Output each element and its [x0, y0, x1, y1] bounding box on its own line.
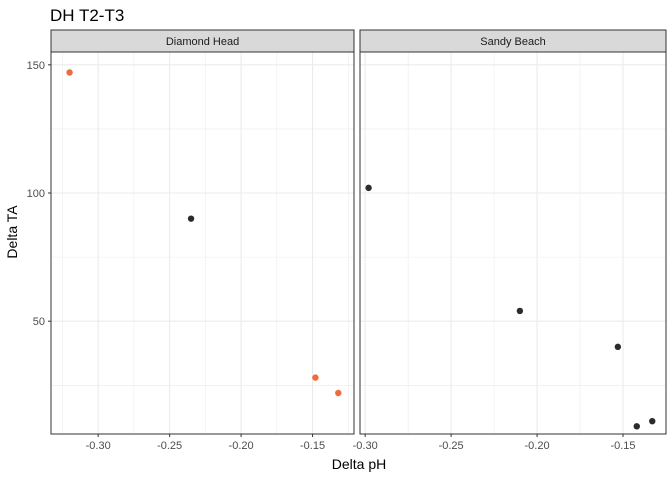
- facet-panel: Sandy Beach -0.30 -0.25 -0.20 -0.15: [353, 29, 667, 452]
- x-tick-label: -0.20: [229, 440, 254, 452]
- chart-title: DH T2-T3: [50, 6, 124, 25]
- x-tick-label: -0.30: [353, 440, 378, 452]
- data-point: [66, 69, 73, 76]
- panel-border: [50, 51, 355, 435]
- facet-strip-label: Sandy Beach: [480, 36, 545, 48]
- plot-background: [51, 52, 354, 434]
- data-point: [633, 423, 640, 430]
- plot-background: [360, 52, 666, 434]
- y-tick-label: 150: [27, 60, 45, 72]
- data-point: [312, 374, 319, 381]
- facet-strip-label: Diamond Head: [166, 36, 239, 48]
- facet-panel: Diamond Head -0.30 -0.25 -0.20 -0.15 50 100 150: [27, 29, 355, 452]
- data-point: [516, 307, 524, 315]
- y-axis-title: Delta TA: [4, 205, 20, 259]
- x-axis-title: Delta pH: [332, 456, 386, 472]
- x-tick-label: -0.25: [157, 440, 182, 452]
- y-tick-label: 50: [33, 316, 45, 328]
- panels-layer: Diamond Head -0.30 -0.25 -0.20 -0.15 50 100 150…: [27, 29, 667, 452]
- data-point: [649, 417, 656, 425]
- x-tick-label: -0.15: [610, 440, 635, 452]
- x-tick-label: -0.15: [300, 440, 325, 452]
- data-point: [614, 343, 622, 351]
- data-point: [187, 215, 195, 222]
- x-tick-label: -0.30: [86, 440, 111, 452]
- data-point: [335, 389, 342, 397]
- x-tick-label: -0.25: [439, 440, 464, 452]
- data-point: [365, 184, 372, 192]
- y-tick-label: 100: [27, 188, 45, 200]
- panel-border: [359, 51, 667, 435]
- x-tick-label: -0.20: [525, 440, 550, 452]
